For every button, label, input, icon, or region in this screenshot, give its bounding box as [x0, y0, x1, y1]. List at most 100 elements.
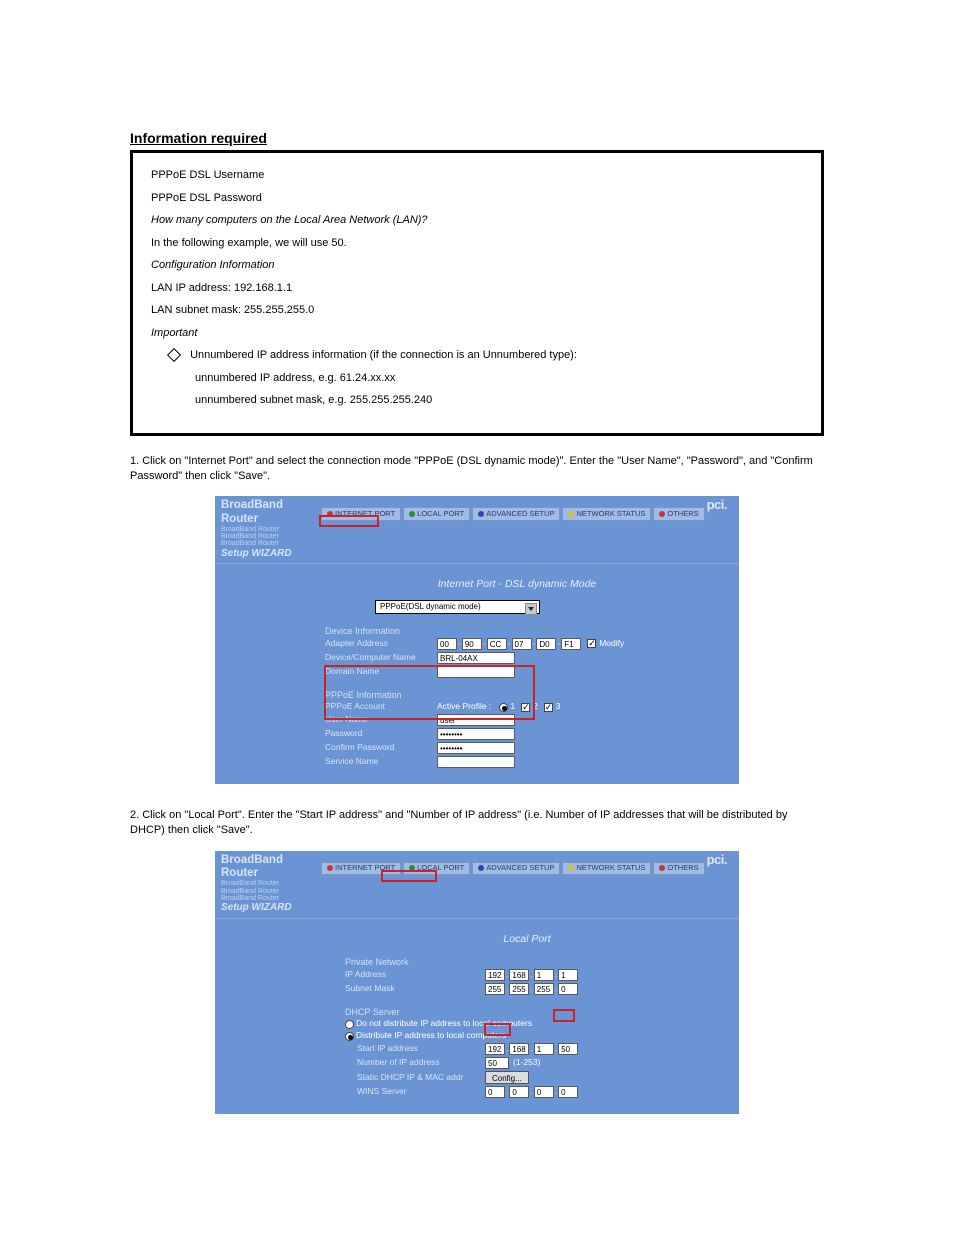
tab-advanced[interactable]: ADVANCED SETUP — [472, 862, 560, 876]
dot-icon — [409, 511, 415, 517]
router-title: BroadBand Router — [221, 499, 321, 525]
logo: pci. — [707, 498, 727, 513]
tab-advanced[interactable]: ADVANCED SETUP — [472, 507, 560, 521]
profile-radio-1[interactable] — [499, 703, 508, 712]
wins-oct[interactable]: 0 — [534, 1086, 554, 1098]
pppoe-account-label: PPPoE Account — [325, 702, 437, 712]
start-ip-oct[interactable]: 50 — [558, 1043, 578, 1055]
panel-heading: Internet Port - DSL dynamic Mode — [325, 578, 709, 590]
start-ip-oct[interactable]: 168 — [509, 1043, 529, 1055]
tab-status[interactable]: NETWORK STATUS — [562, 862, 651, 876]
step2-text: 2. Click on "Local Port". Enter the "Sta… — [130, 808, 824, 839]
dhcp-no-label: Do not distribute IP address to local co… — [356, 1019, 532, 1029]
dot-icon — [568, 865, 574, 871]
start-ip-oct[interactable]: 192 — [485, 1043, 505, 1055]
mac-oct[interactable]: 00 — [437, 638, 457, 650]
num-ip-input[interactable]: 50 — [485, 1057, 509, 1069]
router-sub: BroadBand Router — [221, 880, 321, 887]
connection-mode-select[interactable]: PPPoE(DSL dynamic mode) — [375, 600, 540, 613]
info-un-ip: unnumbered IP address, e.g. 61.24.xx.xx — [151, 370, 803, 387]
dot-icon — [327, 511, 333, 517]
device-info-label: Device Information — [325, 626, 709, 636]
private-network-label: Private Network — [345, 957, 709, 967]
start-ip-oct[interactable]: 1 — [534, 1043, 554, 1055]
device-name-label: Device/Computer Name — [325, 653, 437, 663]
ip-oct[interactable]: 192 — [485, 969, 505, 981]
section-title: Information required — [130, 130, 824, 146]
domain-name-label: Domain Name — [325, 667, 437, 677]
profile-label: 3 — [556, 702, 561, 712]
config-button[interactable]: Config... — [485, 1071, 529, 1084]
profile-label: 1 — [510, 702, 515, 712]
router-sub: BroadBand Router — [221, 895, 321, 902]
router-sub: BroadBand Router — [221, 526, 321, 533]
info-lan-q: How many computers on the Local Area Net… — [151, 212, 803, 229]
confirm-password-input[interactable]: •••••••• — [437, 742, 515, 754]
tab-local-port[interactable]: LOCAL PORT — [403, 862, 470, 876]
dhcp-yes-label: Distribute IP address to local computers — [356, 1031, 506, 1041]
modify-checkbox[interactable] — [587, 639, 596, 648]
mask-oct[interactable]: 255 — [509, 983, 529, 995]
username-input[interactable]: user — [437, 714, 515, 726]
router-sub: BroadBand Router — [221, 540, 321, 547]
ip-oct[interactable]: 168 — [509, 969, 529, 981]
tab-status[interactable]: NETWORK STATUS — [562, 507, 651, 521]
profile-label: 2 — [533, 702, 538, 712]
diamond-icon — [167, 348, 181, 362]
setup-wizard-link[interactable]: Setup WIZARD — [215, 548, 739, 565]
router-title: BroadBand Router — [221, 854, 321, 880]
wins-label: WINS Server — [345, 1087, 485, 1097]
password-label: Password — [325, 729, 437, 739]
service-name-label: Service Name — [325, 757, 437, 767]
info-unnumbered: Unnumbered IP address information (if th… — [190, 349, 577, 361]
dot-icon — [659, 865, 665, 871]
username-label: User Name — [325, 715, 437, 725]
ip-oct[interactable]: 1 — [558, 969, 578, 981]
info-config-hdr: Configuration Information — [151, 257, 803, 274]
password-input[interactable]: •••••••• — [437, 728, 515, 740]
mac-oct[interactable]: F1 — [561, 638, 581, 650]
router-sub: BroadBand Router — [221, 888, 321, 895]
panel-heading: Local Port — [345, 933, 709, 945]
step1-text: 1. Click on "Internet Port" and select t… — [130, 454, 824, 485]
wins-oct[interactable]: 0 — [509, 1086, 529, 1098]
dhcp-yes-radio[interactable] — [345, 1032, 354, 1041]
info-lan-mask: LAN subnet mask: 255.255.255.0 — [151, 302, 803, 319]
device-name-input[interactable]: BRL-04AX — [437, 652, 515, 664]
mask-oct[interactable]: 0 — [558, 983, 578, 995]
subnet-label: Subnet Mask — [345, 984, 485, 994]
confirm-password-label: Confirm Password — [325, 743, 437, 753]
dhcp-no-radio[interactable] — [345, 1020, 354, 1029]
mac-oct[interactable]: 90 — [462, 638, 482, 650]
tab-internet-port[interactable]: INTERNET PORT — [321, 862, 401, 876]
router-panel-local: pci. BroadBand Router BroadBand Router B… — [215, 851, 739, 1114]
static-dhcp-label: Static DHCP IP & MAC addr — [345, 1073, 485, 1083]
active-profile-label: Active Profile : — [437, 702, 491, 712]
service-name-input[interactable] — [437, 756, 515, 768]
dot-icon — [659, 511, 665, 517]
tab-others[interactable]: OTHERS — [653, 507, 704, 521]
info-lan-ip: LAN IP address: 192.168.1.1 — [151, 280, 803, 297]
wins-oct[interactable]: 0 — [558, 1086, 578, 1098]
mac-oct[interactable]: CC — [487, 638, 507, 650]
wins-oct[interactable]: 0 — [485, 1086, 505, 1098]
tab-local-port[interactable]: LOCAL PORT — [403, 507, 470, 521]
ip-address-label: IP Address — [345, 970, 485, 980]
mask-oct[interactable]: 255 — [485, 983, 505, 995]
ip-oct[interactable]: 1 — [534, 969, 554, 981]
profile-check-3[interactable] — [544, 703, 553, 712]
dhcp-label: DHCP Server — [345, 1007, 709, 1017]
domain-name-input[interactable] — [437, 666, 515, 678]
mask-oct[interactable]: 255 — [534, 983, 554, 995]
mac-oct[interactable]: D0 — [536, 638, 556, 650]
dot-icon — [568, 511, 574, 517]
dot-icon — [327, 865, 333, 871]
setup-wizard-link[interactable]: Setup WIZARD — [215, 902, 739, 919]
tab-internet-port[interactable]: INTERNET PORT — [321, 507, 401, 521]
mac-oct[interactable]: 07 — [512, 638, 532, 650]
tab-others[interactable]: OTHERS — [653, 862, 704, 876]
profile-check-2[interactable] — [521, 703, 530, 712]
info-important: Important — [151, 325, 803, 342]
router-panel-internet: pci. BroadBand Router BroadBand Router B… — [215, 496, 739, 784]
info-box: PPPoE DSL Username PPPoE DSL Password Ho… — [130, 150, 824, 436]
